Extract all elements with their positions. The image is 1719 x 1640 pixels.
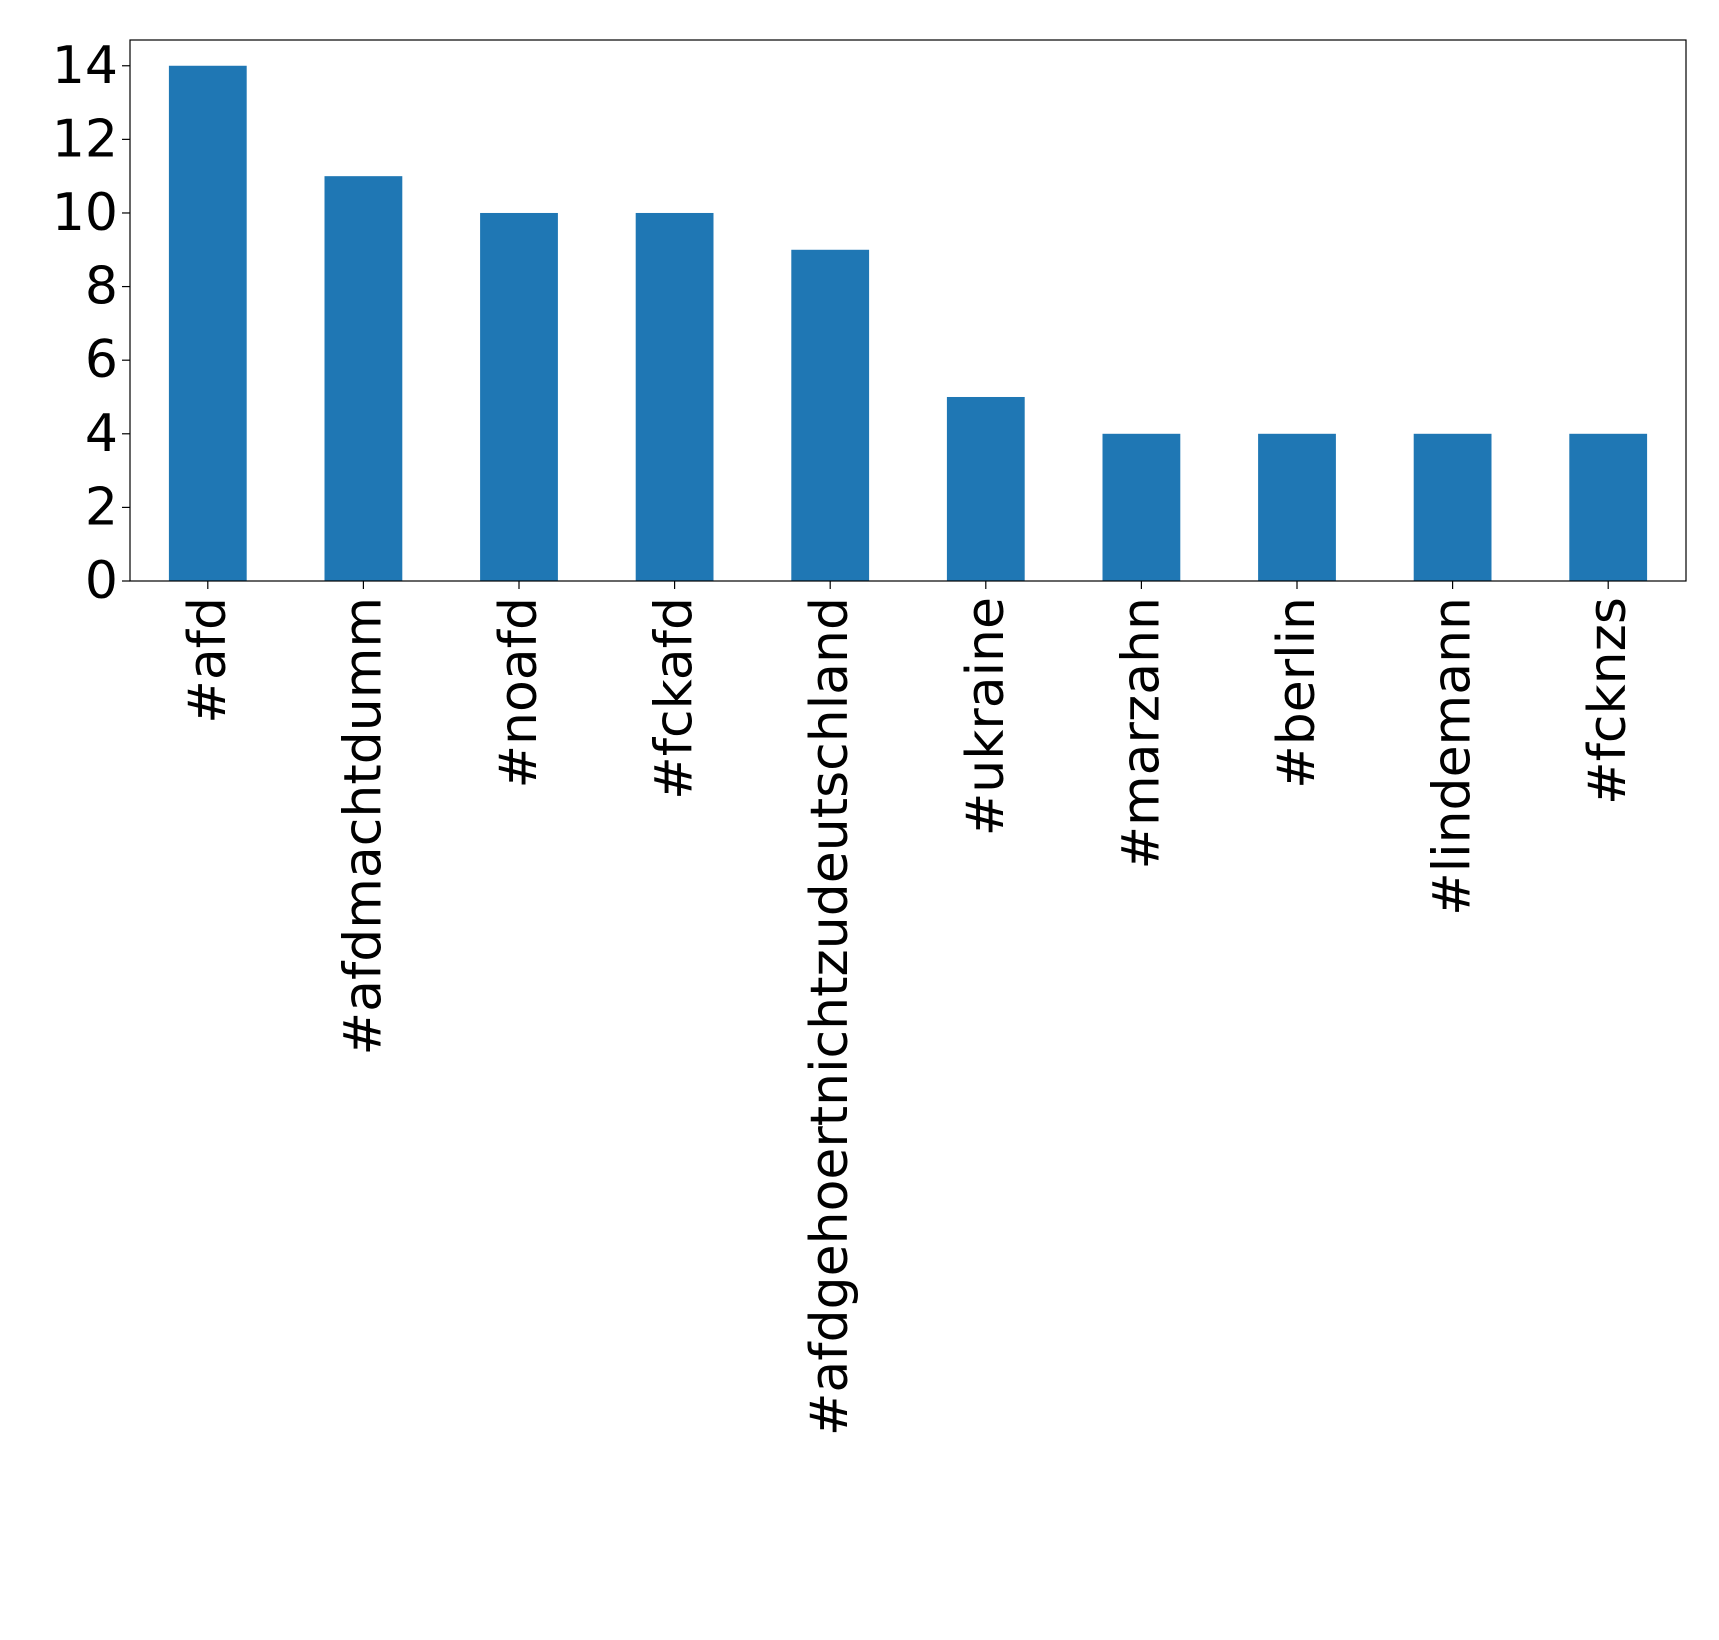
x-tick-label: #fcknzs (1578, 597, 1638, 805)
y-tick-label: 6 (85, 330, 118, 390)
x-tick-label: #marzahn (1111, 597, 1171, 870)
x-tick-label: #fckafd (645, 597, 705, 800)
y-tick-label: 12 (52, 109, 118, 169)
bar (1258, 433, 1336, 581)
x-tick-label: #noafd (489, 597, 549, 789)
bar (946, 396, 1025, 581)
bars-layer (168, 65, 1648, 582)
x-axis-ticks: #afd #afdmachtdumm #noafd #fckafd #afdgehoer… (178, 581, 1638, 1436)
y-tick-label: 2 (85, 477, 118, 537)
bar (168, 65, 247, 581)
y-tick-label: 0 (85, 551, 118, 611)
y-tick-label: 4 (85, 404, 118, 464)
x-tick-label: #ukraine (956, 597, 1016, 836)
y-tick-label: 14 (52, 36, 118, 96)
bar (480, 212, 558, 582)
x-tick-label: #afdgehoertnichtzudeutschland (800, 597, 860, 1436)
bar (1102, 433, 1181, 581)
bar (635, 212, 714, 582)
x-tick-label: #afdmachtdumm (333, 597, 393, 1055)
bar (324, 176, 403, 581)
x-tick-label: #lindemann (1423, 597, 1483, 916)
x-tick-label: #berlin (1267, 597, 1327, 789)
bar (1413, 433, 1492, 581)
y-axis-ticks: 0 2 4 6 8 10 12 14 (52, 36, 130, 611)
axes-layer (129, 39, 1687, 582)
bar (1569, 433, 1648, 581)
y-tick-label: 10 (52, 183, 118, 243)
y-tick-label: 8 (85, 257, 118, 317)
bar (791, 249, 870, 581)
x-tick-label: #afd (178, 597, 238, 724)
plot-frame (129, 39, 1687, 582)
